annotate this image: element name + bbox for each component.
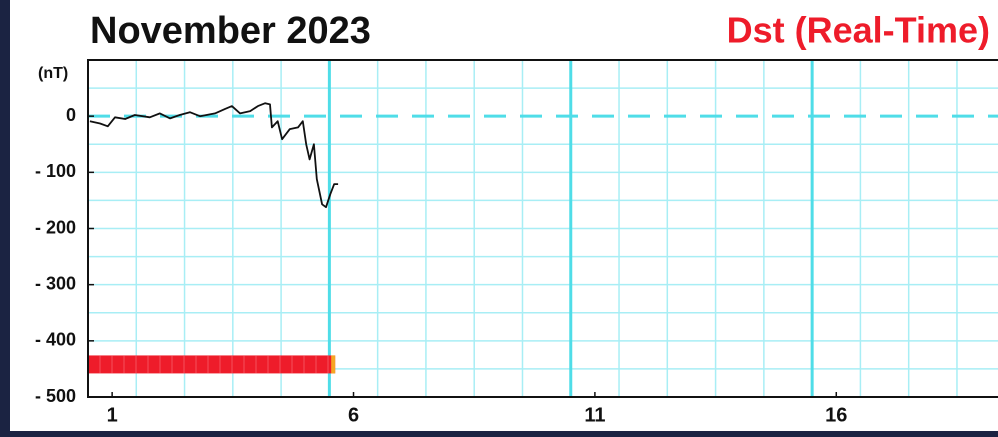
status-bar-end (331, 355, 336, 374)
series-title: Dst (Real-Time) (727, 10, 990, 51)
y-tick-label: - 400 (35, 330, 76, 350)
y-tick-label: - 200 (35, 217, 76, 237)
x-tick-label: 6 (348, 404, 359, 426)
y-tick-label: - 100 (35, 161, 76, 181)
x-tick-label: 16 (825, 404, 847, 426)
chart-title: November 2023 (90, 10, 371, 52)
series-line (89, 102, 339, 209)
y-tick-label: - 300 (35, 273, 76, 293)
plot-frame (87, 59, 998, 398)
x-tick-label: 11 (584, 404, 605, 426)
y-tick-label: 0 (66, 105, 76, 125)
y-tick-label: - 500 (35, 386, 76, 406)
y-unit: (nT) (38, 65, 68, 82)
x-tick-label: 1 (107, 404, 118, 426)
status-bar (88, 355, 336, 374)
